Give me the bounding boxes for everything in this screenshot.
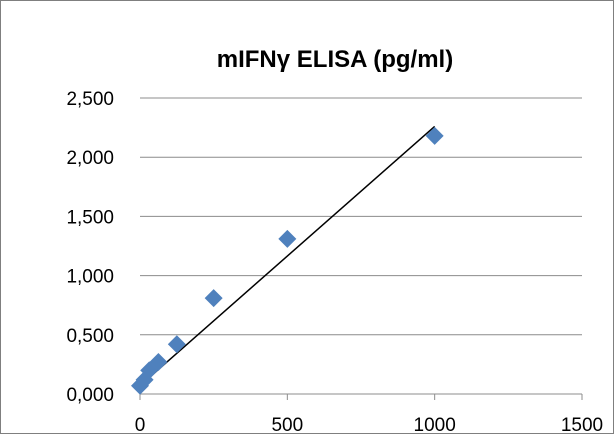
trendline-layer xyxy=(139,125,436,387)
x-axis-tick-labels: 0 500 1000 1500 xyxy=(135,415,603,433)
data-point-marker xyxy=(149,353,168,372)
gridlines xyxy=(140,97,582,336)
axes xyxy=(139,393,583,400)
data-point-marker xyxy=(167,335,186,354)
data-point-marker xyxy=(425,126,444,145)
y-tick-label: 2,500 xyxy=(66,89,114,110)
y-tick-label: 0,500 xyxy=(66,326,114,347)
x-tick-label: 0 xyxy=(135,415,146,433)
x-tick-label: 1000 xyxy=(414,415,456,433)
x-tick-label: 500 xyxy=(271,415,303,433)
y-axis-tick-labels: 0,000 0,500 1,000 1,500 2,000 2,500 xyxy=(66,89,114,406)
chart-title: mIFNγ ELISA (pg/ml) xyxy=(217,46,453,73)
y-tick-label: 0,000 xyxy=(66,385,114,406)
x-tick-label: 1500 xyxy=(561,415,603,433)
y-tick-label: 1,500 xyxy=(66,207,114,228)
y-tick-label: 2,000 xyxy=(66,148,114,169)
trendline xyxy=(139,125,436,387)
data-point-marker xyxy=(278,229,297,248)
data-points xyxy=(131,126,444,395)
y-tick-label: 1,000 xyxy=(66,267,114,288)
data-point-marker xyxy=(204,289,223,308)
